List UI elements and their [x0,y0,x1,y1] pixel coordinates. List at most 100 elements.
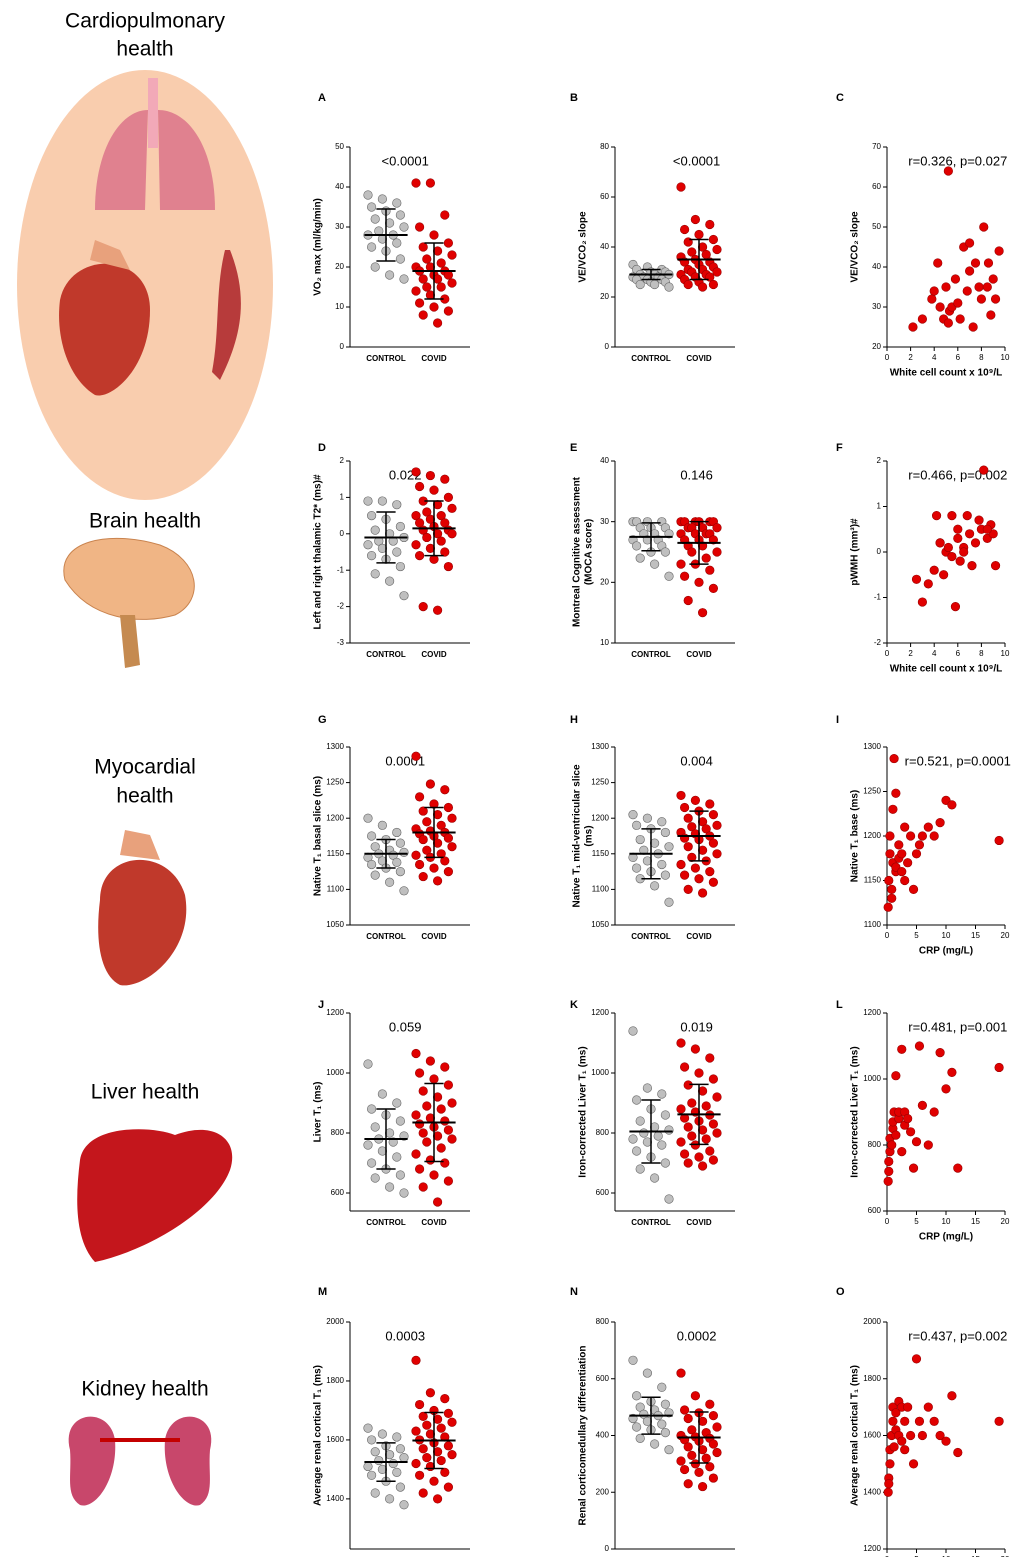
y-tick-label: 10 [335,302,344,311]
data-point [419,1183,428,1192]
data-point [367,1436,376,1445]
data-point [930,566,939,575]
x-tick-label: 20 [1001,931,1010,940]
data-point [706,566,715,575]
data-point [887,885,896,894]
data-point [968,561,977,570]
data-point [444,1177,453,1186]
data-point [698,608,707,617]
data-point [444,803,453,812]
data-point [971,539,980,548]
data-point [400,223,409,232]
y-axis-label: Average renal cortical T₁ (ms) [313,1365,324,1506]
data-point [364,1060,373,1069]
data-point [665,898,674,907]
data-point [400,1453,409,1462]
data-point [437,1144,446,1153]
data-point [419,1087,428,1096]
annotation: r=0.466, p=0.002 [908,467,1007,482]
data-point [713,548,722,557]
y-tick-label: 600 [596,1374,610,1383]
data-point [375,1456,384,1465]
data-point [709,878,718,887]
data-point [954,1164,963,1173]
y-tick-label: 800 [596,1317,610,1326]
data-point [371,1489,380,1498]
y-axis-label: Liver T₁ (ms) [313,1082,324,1143]
data-point [412,1356,421,1365]
y-tick-label: 1600 [326,1435,344,1444]
y-tick-label: 1600 [863,1431,881,1440]
data-point [942,1437,951,1446]
data-point [367,1105,376,1114]
data-point [412,468,421,477]
myocardial-vessels [120,830,160,860]
data-point [684,596,693,605]
data-point [944,167,953,176]
data-point [415,860,424,869]
data-point [419,275,428,284]
data-point [900,876,909,885]
y-tick-label: 1200 [326,1008,344,1017]
data-point [389,1459,398,1468]
data-point [884,1167,893,1176]
data-point [963,287,972,296]
data-point [897,1045,906,1054]
data-point [948,801,957,810]
data-point [897,867,906,876]
data-point [448,530,457,539]
y-tick-label: 60 [872,182,881,191]
data-point [371,526,380,535]
data-point [680,225,689,234]
data-point [897,1437,906,1446]
data-point [448,1099,457,1108]
data-point [643,814,652,823]
y-tick-label: 1400 [326,1494,344,1503]
data-point [713,850,722,859]
data-point [713,1423,722,1432]
y-tick-label: 40 [600,242,609,251]
data-point [713,1448,722,1457]
data-point [419,835,428,844]
y-tick-label: 1300 [326,742,344,751]
data-point [887,1141,896,1150]
data-point [661,828,670,837]
data-point [412,1427,421,1436]
data-point [954,534,963,543]
panel: E10203040Montreal Cognitive assessment(M… [570,442,735,659]
data-point [665,1126,674,1135]
y-tick-label: 1000 [326,1068,344,1077]
data-point [677,1105,686,1114]
panel-letter: H [570,714,578,726]
data-point [636,1434,645,1443]
y-axis-label: Native T₁ basal slice (ms) [313,776,324,896]
data-point [892,1131,901,1140]
data-point [415,551,424,560]
panel-letter: B [570,92,578,104]
data-point [423,533,432,542]
panel: B020406080VE/VCO₂ slope<0.0001CONTROLCOV… [570,92,735,363]
data-point [709,280,718,289]
y-axis-label: Montreal Cognitive assessment [572,476,583,627]
data-point [412,179,421,188]
data-point [709,1120,718,1129]
data-point [918,1431,927,1440]
panel-letter: G [318,714,327,726]
data-point [430,1075,439,1084]
data-point [423,255,432,264]
data-point [684,1443,693,1452]
data-point [632,1423,641,1432]
data-point [680,1465,689,1474]
data-point [886,1460,895,1469]
data-point [444,1126,453,1135]
x-tick-label: 15 [971,1217,980,1226]
data-point [677,1457,686,1466]
data-point [884,1157,893,1166]
data-point [918,832,927,841]
organ-label: Cardiopulmonary [65,10,225,33]
y-tick-label: 2 [340,456,345,465]
data-point [433,319,442,328]
data-point [688,1132,697,1141]
